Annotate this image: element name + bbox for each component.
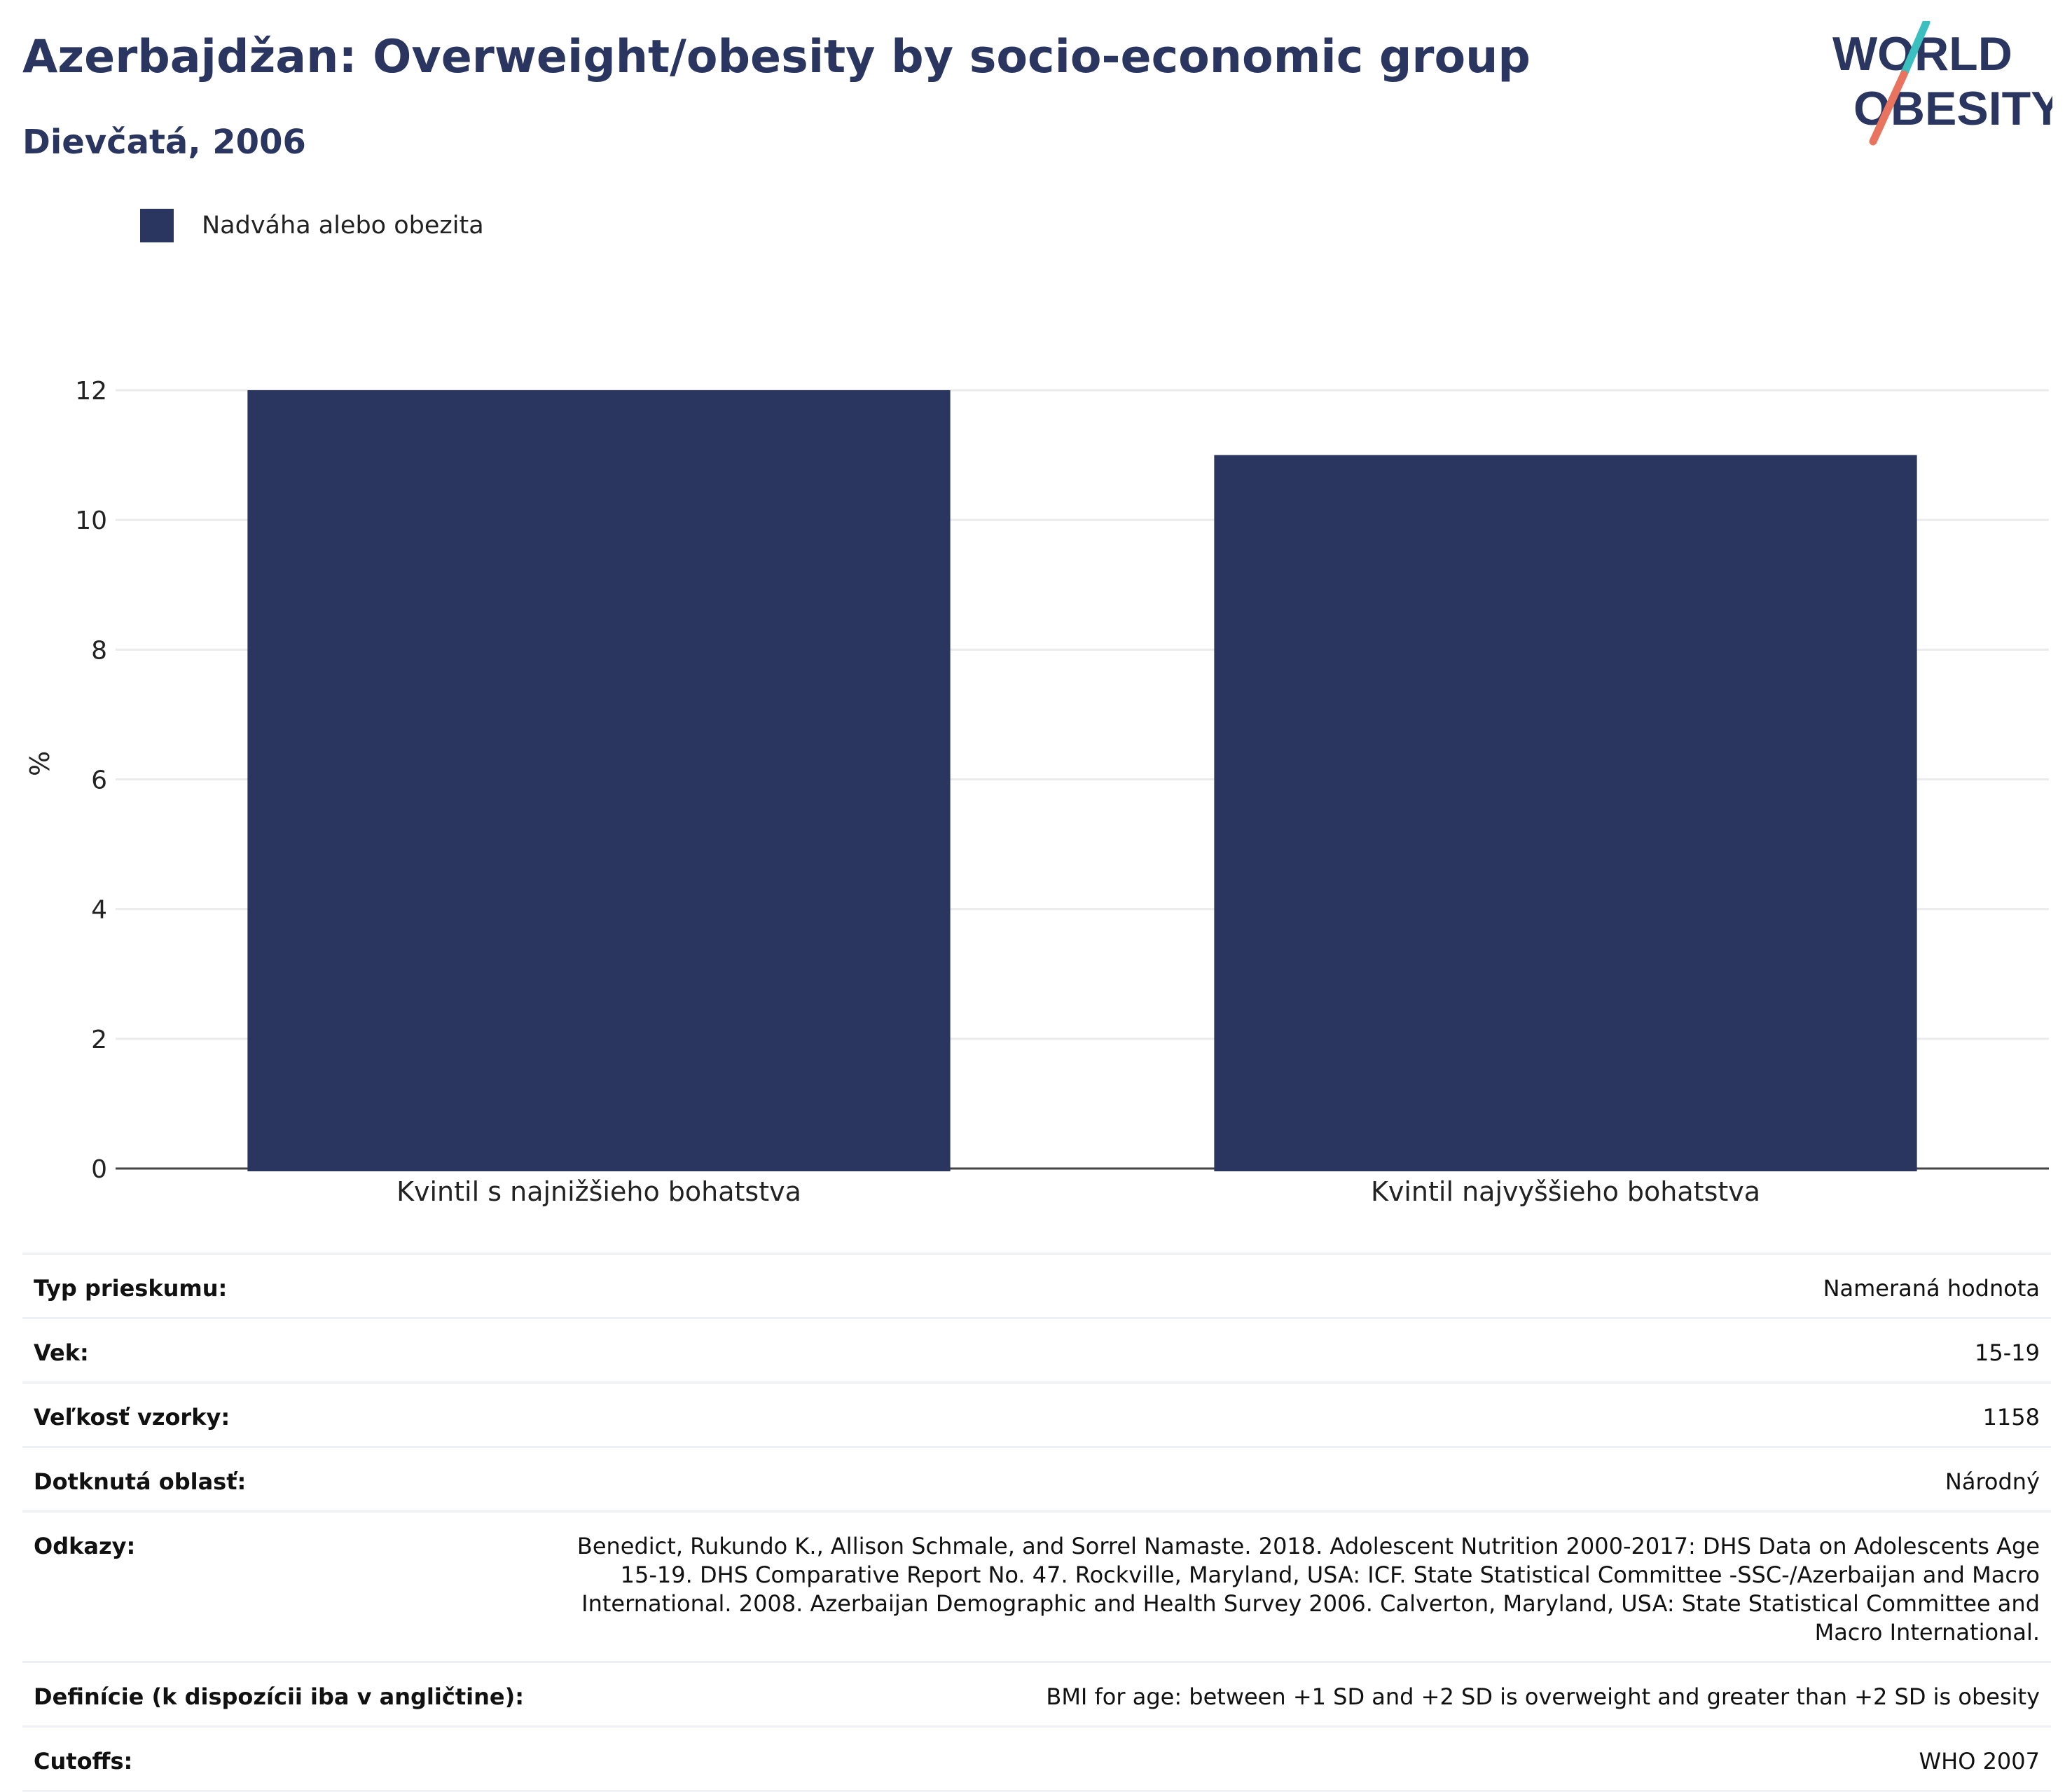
info-label: Vek: — [22, 1317, 535, 1383]
y-tick-label: 0 — [91, 1155, 107, 1184]
survey-info-table: Typ prieskumu: Nameraná hodnota Vek: 15-… — [22, 1253, 2051, 1792]
bar[interactable] — [1214, 455, 1917, 1171]
world-obesity-logo: WORLD OBESITY — [1832, 21, 2052, 146]
info-row-sample-size: Veľkosť vzorky: 1158 — [22, 1381, 2051, 1447]
info-row-survey-type: Typ prieskumu: Nameraná hodnota — [22, 1253, 2051, 1318]
info-value: Benedict, Rukundo K., Allison Schmale, a… — [535, 1510, 2051, 1662]
bar[interactable] — [247, 390, 951, 1171]
info-row-references: Odkazy: Benedict, Rukundo K., Allison Sc… — [22, 1510, 2051, 1662]
info-label: Definície (k dispozícii iba v angličtine… — [22, 1661, 535, 1727]
info-value: BMI for age: between +1 SD and +2 SD is … — [535, 1661, 2051, 1727]
info-row-age: Vek: 15-19 — [22, 1317, 2051, 1383]
info-value: Nameraná hodnota — [535, 1253, 2051, 1318]
info-label: Dotknutá oblasť: — [22, 1446, 535, 1512]
y-tick-label: 6 — [91, 766, 107, 795]
x-tick-labels: Kvintil s najnižšieho bohatstva Kvintil n… — [396, 1176, 1760, 1207]
y-tick-label: 4 — [91, 896, 107, 925]
legend-swatch[interactable] — [140, 209, 174, 242]
info-label: Cutoffs: — [22, 1725, 535, 1792]
y-tick-labels: 0 2 4 6 8 10 12 — [75, 377, 107, 1184]
chart-title: Azerbajdžan: Overweight/obesity by socio… — [22, 31, 1531, 83]
x-tick-label: Kvintil najvyššieho bohatstva — [1371, 1176, 1760, 1207]
bars — [247, 390, 1917, 1171]
y-tick-label: 8 — [91, 636, 107, 665]
chart-subtitle: Dievčatá, 2006 — [22, 123, 306, 162]
x-tick-label: Kvintil s najnižšieho bohatstva — [396, 1176, 801, 1207]
logo-slash-coral — [1869, 70, 1908, 146]
info-value: 15-19 — [535, 1317, 2051, 1383]
info-label: Veľkosť vzorky: — [22, 1381, 535, 1447]
legend-label[interactable]: Nadváha alebo obezita — [202, 212, 484, 240]
y-axis-label: % — [25, 751, 55, 776]
info-row-area: Dotknutá oblasť: Národný — [22, 1446, 2051, 1512]
info-value: Národný — [535, 1446, 2051, 1512]
info-label: Typ prieskumu: — [22, 1253, 535, 1318]
y-tick-label: 2 — [91, 1026, 107, 1054]
y-tick-label: 10 — [75, 506, 107, 535]
info-value: 1158 — [535, 1381, 2051, 1447]
y-tick-label: 12 — [75, 377, 107, 406]
info-value: WHO 2007 — [535, 1725, 2051, 1792]
logo-slash-teal — [1900, 21, 1931, 78]
info-label: Odkazy: — [22, 1510, 535, 1662]
info-row-definitions: Definície (k dispozícii iba v angličtine… — [22, 1661, 2051, 1727]
legend: Nadváha alebo obezita — [140, 209, 484, 242]
info-row-cutoffs: Cutoffs: WHO 2007 — [22, 1725, 2051, 1792]
bar-chart: 0 2 4 6 8 10 12 Kvintil s najnižšieho bohatstv… — [25, 377, 2049, 1207]
